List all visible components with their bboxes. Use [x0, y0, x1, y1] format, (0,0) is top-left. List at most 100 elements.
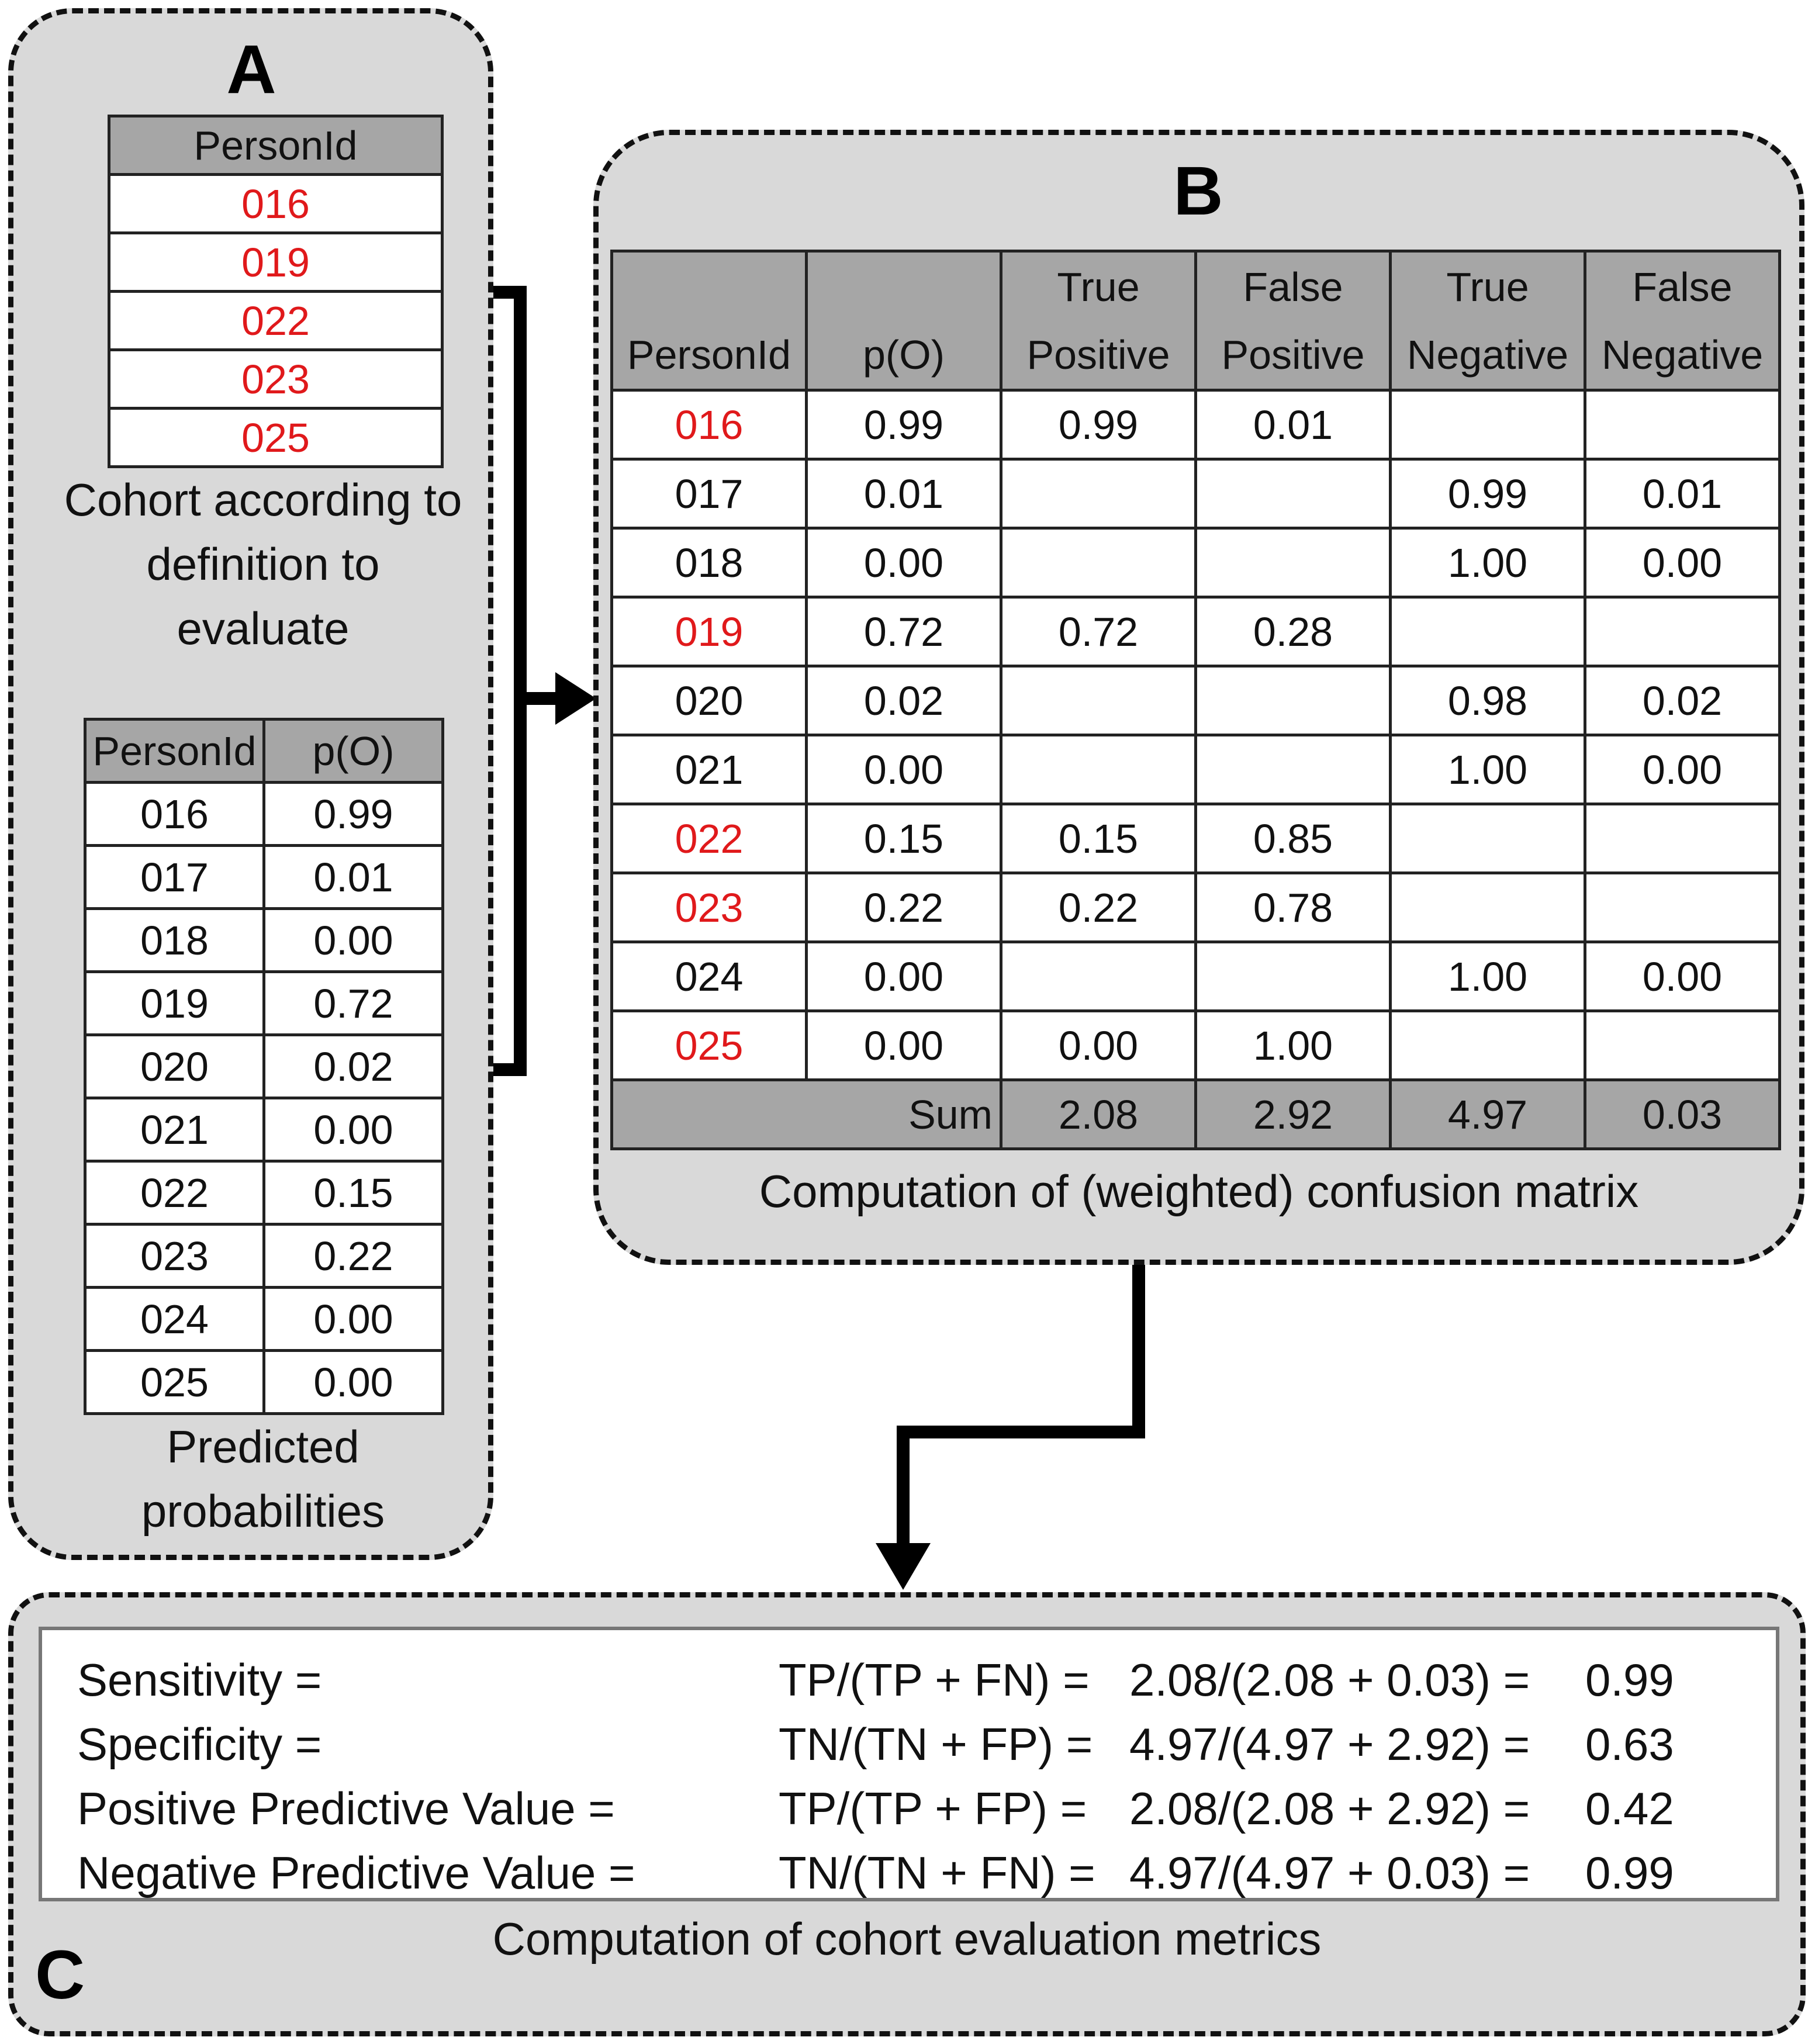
- cm-row: 024 0.00 1.00 0.00: [610, 940, 1781, 1012]
- prob-person-id: 024: [84, 1286, 265, 1352]
- cm-cell-fp: [1194, 734, 1392, 805]
- panel-b-letter: B: [1173, 153, 1223, 230]
- cm-cell-tn: [1389, 803, 1586, 874]
- metric-calculation: 2.08/(2.08 + 0.03) =: [1129, 1654, 1530, 1706]
- cm-cell-tn: 1.00: [1389, 940, 1586, 1012]
- cm-cell-fn: [1584, 389, 1781, 461]
- prob-person-id: 025: [84, 1349, 265, 1415]
- metric-row: Sensitivity = TP/(TP + FN) = 2.08/(2.08 + …: [42, 1648, 1776, 1712]
- cm-cell-fn: [1584, 596, 1781, 668]
- prob-value: 0.00: [262, 907, 444, 973]
- cm-cell-p: 0.99: [805, 389, 1002, 461]
- cohort-person-id: 025: [108, 407, 444, 468]
- cohort-person-id: 023: [108, 348, 444, 410]
- cm-row: 020 0.02 0.98 0.02: [610, 665, 1781, 736]
- prob-person-id: 019: [84, 970, 265, 1036]
- metric-calculation: 4.97/(4.97 + 0.03) =: [1129, 1847, 1530, 1898]
- cm-person-id: 022: [610, 803, 808, 874]
- cm-cell-tp: 0.15: [1000, 803, 1197, 874]
- confusion-matrix-table: PersonId p(O) True Positive False Positive…: [610, 250, 1781, 1150]
- metric-calculation: 2.08/(2.08 + 2.92) =: [1129, 1783, 1530, 1834]
- confusion-matrix-caption: Computation of (weighted) confusion matr…: [759, 1165, 1639, 1217]
- cm-cell-fp: [1194, 527, 1392, 599]
- cm-cell-fp: 0.78: [1194, 871, 1392, 943]
- prob-header-personid: PersonId: [84, 718, 265, 784]
- cohort-person-id: 019: [108, 231, 444, 293]
- cm-person-id: 023: [610, 871, 808, 943]
- prob-value: 0.01: [262, 844, 444, 910]
- metric-value: 0.99: [1585, 1654, 1674, 1706]
- metric-formula: TN/(TN + FP) =: [779, 1718, 1093, 1770]
- cohort-table-header: PersonId: [108, 115, 444, 176]
- metric-row: Negative Predictive Value = TN/(TN + FN) …: [42, 1841, 1776, 1905]
- cohort-table: PersonId 016 019 022 023 025: [108, 115, 444, 468]
- cm-cell-tp: [1000, 734, 1197, 805]
- cm-cell-fp: 0.28: [1194, 596, 1392, 668]
- cm-sum-tp: 2.08: [1000, 1078, 1197, 1150]
- metric-value: 0.42: [1585, 1783, 1674, 1834]
- cm-person-id: 019: [610, 596, 808, 668]
- cm-cell-fp: 1.00: [1194, 1009, 1392, 1081]
- cohort-person-id: 022: [108, 290, 444, 351]
- probability-caption: Predicted probabilities: [141, 1421, 385, 1537]
- cm-cell-tn: [1389, 596, 1586, 668]
- cm-person-id: 018: [610, 527, 808, 599]
- prob-person-id: 022: [84, 1160, 265, 1226]
- cm-sum-fp: 2.92: [1194, 1078, 1392, 1150]
- metric-row: Positive Predictive Value = TP/(TP + FP) …: [42, 1776, 1776, 1841]
- cm-person-id: 025: [610, 1009, 808, 1081]
- cm-cell-fp: 0.01: [1194, 389, 1392, 461]
- cm-header-true-positive: True Positive: [1000, 250, 1197, 392]
- prob-value: 0.02: [262, 1033, 444, 1099]
- cm-cell-p: 0.15: [805, 803, 1002, 874]
- cm-cell-p: 0.72: [805, 596, 1002, 668]
- cm-cell-fn: [1584, 871, 1781, 943]
- metric-name: Specificity =: [77, 1718, 322, 1770]
- metrics-box: Sensitivity = TP/(TP + FN) = 2.08/(2.08 + …: [39, 1627, 1779, 1901]
- cm-sum-fn: 0.03: [1584, 1078, 1781, 1150]
- cm-cell-tp: [1000, 940, 1197, 1012]
- cm-header-p: p(O): [805, 250, 1002, 392]
- metric-name: Sensitivity =: [77, 1654, 322, 1706]
- cm-cell-p: 0.00: [805, 1009, 1002, 1081]
- cm-cell-fn: 0.00: [1584, 734, 1781, 805]
- cm-cell-fp: [1194, 665, 1392, 736]
- metric-name: Positive Predictive Value =: [77, 1783, 615, 1834]
- probability-table: PersonId p(O) 016 0.99 017 0.01 018 0.00 01…: [84, 718, 444, 1415]
- cm-cell-fn: 0.02: [1584, 665, 1781, 736]
- prob-person-id: 021: [84, 1097, 265, 1163]
- connector-b-to-c: [897, 1263, 1145, 1543]
- cm-cell-tp: 0.99: [1000, 389, 1197, 461]
- cm-cell-fp: 0.85: [1194, 803, 1392, 874]
- panel-c-letter: C: [35, 1936, 85, 2014]
- cm-cell-fn: 0.00: [1584, 940, 1781, 1012]
- cm-sum-tn: 4.97: [1389, 1078, 1586, 1150]
- cm-cell-tp: [1000, 458, 1197, 530]
- prob-value: 0.00: [262, 1097, 444, 1163]
- cm-cell-p: 0.00: [805, 940, 1002, 1012]
- prob-person-id: 016: [84, 781, 265, 847]
- cm-cell-p: 0.22: [805, 871, 1002, 943]
- metric-row: Specificity = TN/(TN + FP) = 4.97/(4.97 + …: [42, 1712, 1776, 1776]
- cm-cell-tn: 0.99: [1389, 458, 1586, 530]
- cm-row: 021 0.00 1.00 0.00: [610, 734, 1781, 805]
- prob-value: 0.72: [262, 970, 444, 1036]
- cm-cell-tn: [1389, 389, 1586, 461]
- prob-value: 0.22: [262, 1223, 444, 1289]
- prob-value: 0.15: [262, 1160, 444, 1226]
- cm-cell-tn: [1389, 871, 1586, 943]
- cm-cell-fn: [1584, 1009, 1781, 1081]
- metric-formula: TP/(TP + FP) =: [779, 1783, 1087, 1834]
- cm-person-id: 017: [610, 458, 808, 530]
- prob-value: 0.99: [262, 781, 444, 847]
- cm-person-id: 016: [610, 389, 808, 461]
- cm-row: 018 0.00 1.00 0.00: [610, 527, 1781, 599]
- cm-header-personid: PersonId: [610, 250, 808, 392]
- prob-person-id: 017: [84, 844, 265, 910]
- cm-row: 025 0.00 0.00 1.00: [610, 1009, 1781, 1081]
- cm-row: 016 0.99 0.99 0.01: [610, 389, 1781, 461]
- cm-cell-p: 0.01: [805, 458, 1002, 530]
- panel-a-letter: A: [226, 31, 276, 108]
- cm-cell-tp: 0.00: [1000, 1009, 1197, 1081]
- cm-row: 019 0.72 0.72 0.28: [610, 596, 1781, 668]
